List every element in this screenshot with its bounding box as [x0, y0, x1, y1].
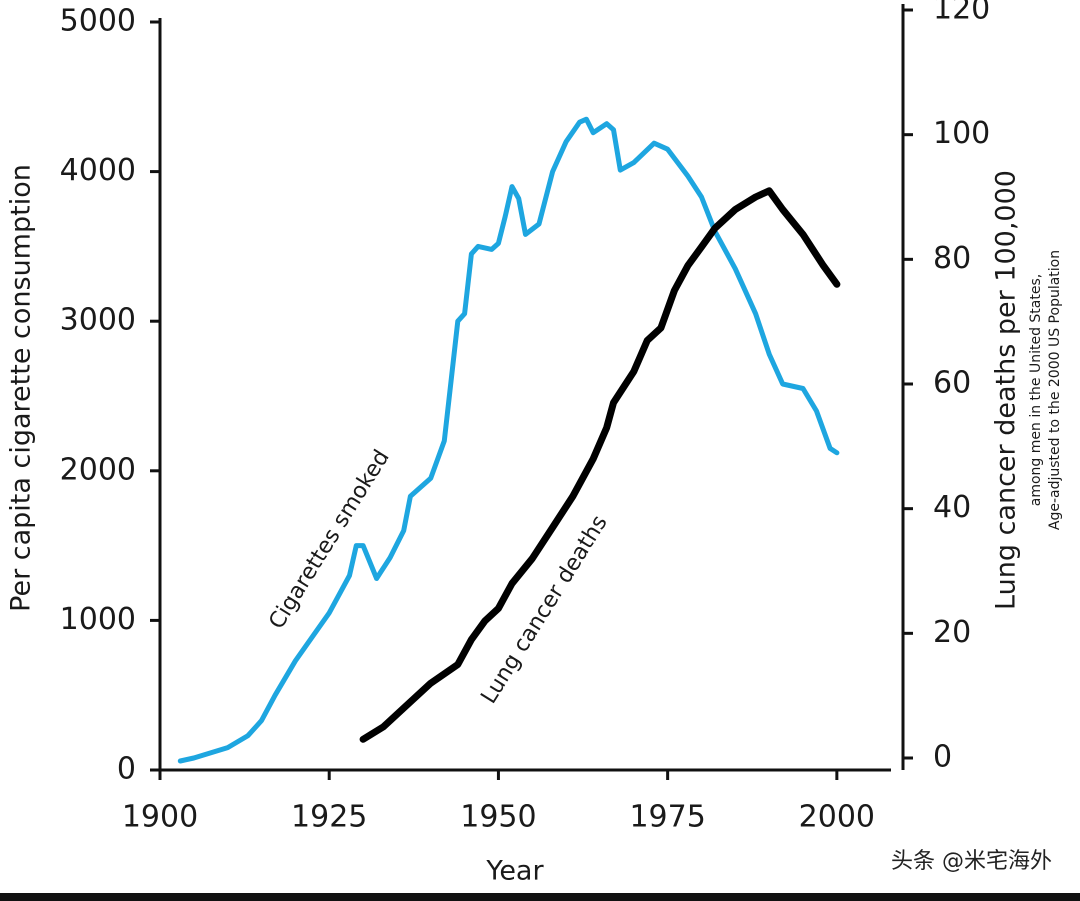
x-axis-title: Year: [485, 856, 544, 887]
y2-tick-label: 40: [933, 490, 971, 525]
y2-tick-label: 100: [933, 116, 990, 151]
y-tick-label: 0: [117, 752, 136, 787]
data-line: [359, 187, 841, 743]
y2-tick-label: 20: [933, 615, 971, 650]
x-tick-label: 1975: [629, 800, 705, 835]
y2-tick-label: 0: [933, 740, 952, 775]
y-tick-label: 2000: [60, 452, 136, 487]
y-tick-label: 5000: [60, 4, 136, 39]
y2-tick-label: 120: [933, 0, 990, 27]
x-tick-label: 1950: [460, 800, 536, 835]
y-tick-label: 4000: [60, 153, 136, 188]
y-tick-label: 3000: [60, 303, 136, 338]
x-tick-label: 1925: [291, 800, 367, 835]
bottom-bar: [0, 893, 1080, 901]
y2-axis-title: Lung cancer deaths per 100,000: [991, 170, 1022, 610]
y2-note: Age-adjusted to the 2000 US Population: [1047, 250, 1063, 530]
y2-tick-label: 60: [933, 366, 971, 401]
y-tick-label: 1000: [60, 602, 136, 637]
watermark: 头条 @米宅海外: [891, 849, 1052, 874]
y2-note: among men in the United States,: [1028, 274, 1044, 506]
series-label: Cigarettes smoked: [264, 446, 394, 634]
y-axis-title: Per capita cigarette consumption: [6, 164, 37, 612]
x-tick-label: 2000: [799, 800, 875, 835]
x-tick-label: 1900: [122, 800, 198, 835]
y2-tick-label: 80: [933, 241, 971, 276]
